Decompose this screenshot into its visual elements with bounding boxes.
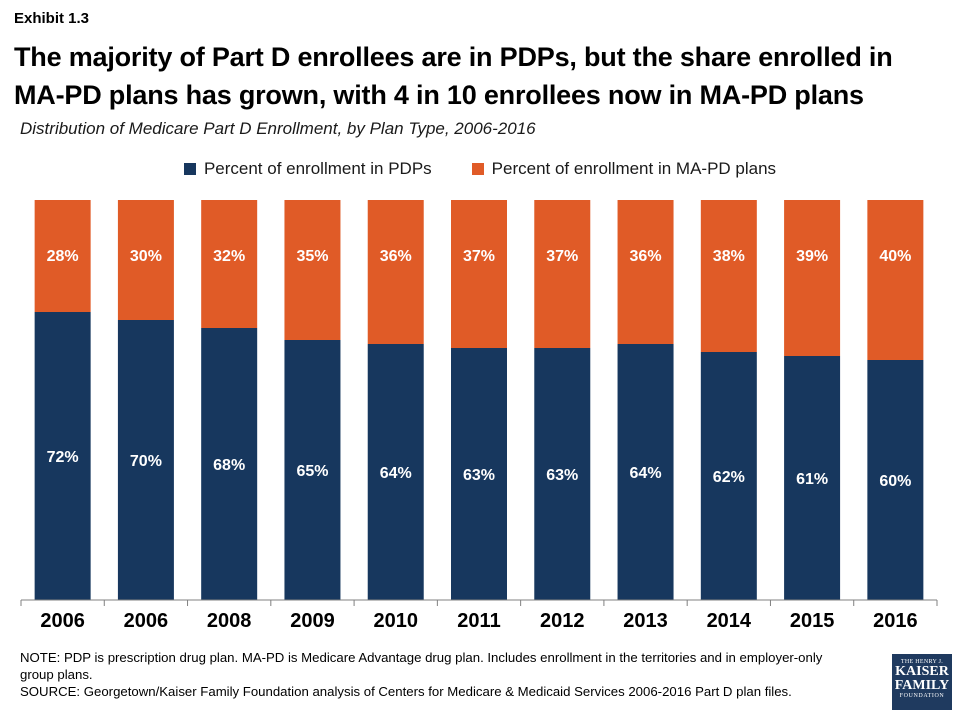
- x-tick-label: 2009: [290, 610, 335, 632]
- bar-segment-mapd: [534, 200, 591, 348]
- x-tick-label: 2006: [40, 610, 85, 632]
- bar-segment-pdp: [284, 340, 341, 600]
- data-label-pdp: 65%: [296, 463, 328, 480]
- bar-segment-pdp: [451, 348, 507, 600]
- x-tick-label: 2010: [373, 610, 418, 632]
- bar-segment-pdp: [367, 344, 424, 600]
- data-label-mapd: 30%: [130, 248, 162, 265]
- bar-segment-pdp: [617, 344, 674, 600]
- bar-segment-mapd: [617, 200, 674, 344]
- legend: Percent of enrollment in PDPs Percent of…: [0, 158, 960, 180]
- data-label-mapd: 40%: [879, 248, 911, 265]
- data-label-mapd: 28%: [47, 248, 79, 265]
- legend-item-mapd: Percent of enrollment in MA-PD plans: [471, 158, 777, 180]
- legend-label-pdp: Percent of enrollment in PDPs: [203, 159, 432, 178]
- data-label-pdp: 70%: [130, 453, 162, 470]
- legend-swatch-pdp: [183, 163, 196, 175]
- bar-segment-pdp: [117, 320, 174, 600]
- x-tick-label: 2011: [457, 610, 500, 632]
- bar-segment-mapd: [867, 200, 924, 360]
- legend-label-mapd: Percent of enrollment in MA-PD plans: [491, 159, 777, 178]
- data-label-mapd: 37%: [546, 248, 578, 265]
- data-label-mapd: 35%: [296, 248, 328, 265]
- x-tick-label: 2008: [207, 610, 252, 632]
- bar-segment-mapd: [784, 200, 841, 356]
- chart-title: The majority of Part D enrollees are in …: [14, 42, 893, 110]
- logo-line-4: FOUNDATION: [899, 693, 945, 699]
- bar-segment-mapd: [367, 200, 424, 344]
- footnote-note: NOTE: PDP is prescription drug plan. MA-…: [20, 650, 823, 682]
- legend-swatch-mapd: [471, 163, 484, 175]
- bar-segment-mapd: [117, 200, 174, 320]
- data-label-pdp: 60%: [879, 473, 911, 490]
- logo-line-2: KAISER: [895, 664, 949, 679]
- data-label-mapd: 32%: [213, 248, 245, 265]
- bar-segment-mapd: [451, 200, 507, 348]
- kff-logo: THE HENRY J. KAISER FAMILY FOUNDATION: [892, 654, 952, 710]
- bar-segment-pdp: [534, 348, 591, 600]
- x-tick-label: 2013: [623, 610, 668, 632]
- data-label-mapd: 38%: [713, 248, 745, 265]
- data-label-pdp: 61%: [796, 471, 828, 488]
- x-tick-label: 2014: [707, 610, 752, 632]
- x-tick-label: 2016: [873, 610, 918, 632]
- data-label-mapd: 36%: [380, 248, 412, 265]
- chart-subtitle: Distribution of Medicare Part D Enrollme…: [20, 119, 536, 138]
- data-label-pdp: 64%: [630, 465, 662, 482]
- logo-line-1: THE HENRY J.: [900, 659, 944, 665]
- bar-segment-pdp: [700, 352, 757, 600]
- legend-item-pdp: Percent of enrollment in PDPs: [183, 158, 432, 180]
- footnote: NOTE: PDP is prescription drug plan. MA-…: [20, 649, 855, 700]
- exhibit-label: Exhibit 1.3: [14, 10, 90, 27]
- data-label-pdp: 64%: [380, 465, 412, 482]
- bar-segment-mapd: [34, 200, 91, 312]
- bar-segment-pdp: [34, 312, 91, 600]
- footnote-source: SOURCE: Georgetown/Kaiser Family Foundat…: [20, 684, 792, 699]
- x-tick-label: 2006: [124, 610, 169, 632]
- logo-line-3: FAMILY: [894, 678, 950, 693]
- data-label-mapd: 36%: [630, 248, 662, 265]
- data-label-pdp: 62%: [713, 469, 745, 486]
- data-label-pdp: 63%: [546, 467, 578, 484]
- bar-segment-pdp: [784, 356, 841, 600]
- data-label-pdp: 68%: [213, 457, 245, 474]
- data-label-mapd: 39%: [796, 248, 828, 265]
- data-label-mapd: 37%: [463, 248, 495, 265]
- bar-segment-mapd: [284, 200, 341, 340]
- bar-segment-pdp: [201, 328, 258, 600]
- x-tick-label: 2012: [540, 610, 585, 632]
- bar-segment-mapd: [201, 200, 258, 328]
- bar-segment-pdp: [867, 360, 924, 600]
- data-label-pdp: 72%: [47, 449, 79, 466]
- x-tick-label: 2015: [790, 610, 835, 632]
- data-label-pdp: 63%: [463, 467, 495, 484]
- bar-segment-mapd: [700, 200, 757, 352]
